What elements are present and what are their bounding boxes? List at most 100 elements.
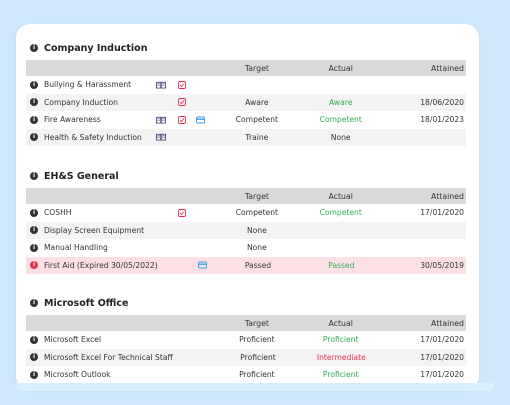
col-attained-header: Attained xyxy=(431,63,464,73)
checkbox-icon[interactable] xyxy=(178,115,187,124)
col-attained-header: Attained xyxy=(431,191,464,201)
target-level: Proficient xyxy=(240,352,276,362)
table-row[interactable]: i Microsoft Outlook Proficient Proficient 17… xyxy=(26,366,466,384)
table-header: Target Actual Attained xyxy=(26,188,466,204)
course-name-cell: i COSHH xyxy=(26,208,150,217)
attained-date: 17/01/2020 xyxy=(420,370,464,380)
col-actual-header: Actual xyxy=(328,63,353,73)
col-icons-header xyxy=(150,188,217,204)
col-attained-header: Attained xyxy=(431,318,464,328)
course-name-cell: i Microsoft Outlook xyxy=(26,370,150,379)
id-card-icon[interactable] xyxy=(198,261,207,269)
table-header: Target Actual Attained xyxy=(26,60,466,76)
course-icons xyxy=(152,257,219,275)
info-icon[interactable]: i xyxy=(30,243,38,252)
training-section: i EH&S General Target Actual Attained i COSHH C… xyxy=(26,167,466,274)
col-icons-header xyxy=(150,315,217,331)
id-card-icon[interactable] xyxy=(196,116,206,124)
attained-date: 17/01/2020 xyxy=(420,208,464,218)
checkbox-icon[interactable] xyxy=(178,208,187,217)
course-name: Display Screen Equipment xyxy=(44,225,145,235)
info-icon[interactable]: i xyxy=(30,98,38,107)
actual-level: Competent xyxy=(319,208,362,218)
actual-level: Proficient xyxy=(322,335,359,345)
table-row[interactable]: i Manual Handling None xyxy=(26,239,466,257)
course-icons xyxy=(150,204,217,222)
table-row[interactable]: i Fire Awareness Competent Competent 18/01/2… xyxy=(26,111,466,129)
course-name: Fire Awareness xyxy=(44,115,101,125)
table-row[interactable]: i Microsoft Excel For Technical Staff Prof… xyxy=(26,348,466,367)
book-icon[interactable] xyxy=(156,81,167,89)
table-row[interactable]: i Bullying & Harassment xyxy=(26,76,466,94)
course-name-cell: i Company Induction xyxy=(26,98,150,107)
attained-date: 17/01/2020 xyxy=(420,335,464,345)
course-icons xyxy=(150,366,217,384)
info-icon[interactable]: i xyxy=(30,353,38,362)
col-icons-header xyxy=(150,60,217,76)
info-icon[interactable]: i xyxy=(30,115,38,124)
info-icon[interactable]: i xyxy=(30,80,38,89)
actual-level: Aware xyxy=(329,97,353,107)
course-name: Microsoft Excel For Technical Staff xyxy=(44,352,173,362)
info-icon[interactable]: i xyxy=(30,226,38,235)
info-icon[interactable]: i xyxy=(30,335,38,344)
course-icons xyxy=(150,239,217,257)
course-name-cell: i Microsoft Excel xyxy=(26,335,150,344)
training-section: i Company Induction Target Actual Attained i B… xyxy=(26,39,466,146)
table-row[interactable]: i Microsoft Excel Proficient Proficient 17/0… xyxy=(26,331,466,349)
section-title-text: Microsoft Office xyxy=(44,297,129,309)
course-name-cell: i Bullying & Harassment xyxy=(26,80,150,89)
table-row[interactable]: i First Aid (Expired 30/05/2022) Passed Pas… xyxy=(26,256,466,275)
target-level: Aware xyxy=(245,97,269,107)
target-level: Proficient xyxy=(239,370,275,380)
info-icon[interactable]: i xyxy=(30,299,38,307)
course-icons xyxy=(150,129,217,147)
course-name-cell: i Display Screen Equipment xyxy=(26,226,150,235)
target-level: Proficient xyxy=(239,335,275,345)
section-title: i Microsoft Office xyxy=(26,294,466,312)
book-icon[interactable] xyxy=(156,134,167,141)
col-target-header: Target xyxy=(244,318,269,328)
course-icons xyxy=(150,76,217,94)
course-name: Health & Safety Induction xyxy=(44,132,142,142)
col-actual-header: Actual xyxy=(328,318,353,328)
course-name: COSHH xyxy=(44,208,72,218)
course-icons xyxy=(150,94,217,112)
course-icons xyxy=(150,222,217,240)
table-row[interactable]: i Display Screen Equipment None xyxy=(26,221,466,240)
info-icon[interactable]: i xyxy=(30,44,38,52)
info-icon[interactable]: i xyxy=(30,261,38,270)
course-name: Bullying & Harassment xyxy=(44,80,132,90)
target-level: Passed xyxy=(244,260,272,270)
target-level: None xyxy=(246,243,267,253)
course-name-cell: i Microsoft Excel For Technical Staff xyxy=(26,353,173,362)
course-icons xyxy=(152,349,219,367)
actual-level: Passed xyxy=(328,260,355,270)
actual-level: None xyxy=(330,132,351,142)
attained-date: 17/01/2020 xyxy=(420,352,464,362)
info-icon[interactable]: i xyxy=(30,172,38,180)
course-icons xyxy=(150,111,217,129)
actual-level: Proficient xyxy=(322,370,359,380)
col-target-header: Target xyxy=(244,191,269,201)
actual-level: Intermediate xyxy=(316,352,366,362)
table-header: Target Actual Attained xyxy=(26,315,466,331)
checkbox-icon[interactable] xyxy=(178,98,187,107)
info-icon[interactable]: i xyxy=(30,133,38,142)
checkbox-icon[interactable] xyxy=(178,80,187,89)
attained-date: 18/01/2023 xyxy=(420,115,464,125)
table-row[interactable]: i Health & Safety Induction Traine None xyxy=(26,128,466,147)
target-level: None xyxy=(246,225,267,235)
target-level: Traine xyxy=(245,132,269,142)
table-row[interactable]: i COSHH Competent Competent 17/01/2020 xyxy=(26,204,466,222)
book-icon[interactable] xyxy=(156,116,167,124)
course-name: First Aid (Expired 30/05/2022) xyxy=(44,260,158,270)
attained-date: 30/05/2019 xyxy=(420,260,464,270)
target-level: Competent xyxy=(235,208,279,218)
info-icon[interactable]: i xyxy=(30,208,38,217)
col-target-header: Target xyxy=(244,63,269,73)
table-row[interactable]: i Company Induction Aware Aware 18/06/2020 xyxy=(26,93,466,112)
training-section: i Microsoft Office Target Actual Attained i Mi… xyxy=(26,294,466,384)
course-name-cell: i Health & Safety Induction xyxy=(26,133,150,142)
info-icon[interactable]: i xyxy=(30,370,38,379)
